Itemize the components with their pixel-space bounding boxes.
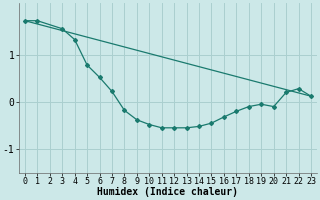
- X-axis label: Humidex (Indice chaleur): Humidex (Indice chaleur): [98, 187, 238, 197]
